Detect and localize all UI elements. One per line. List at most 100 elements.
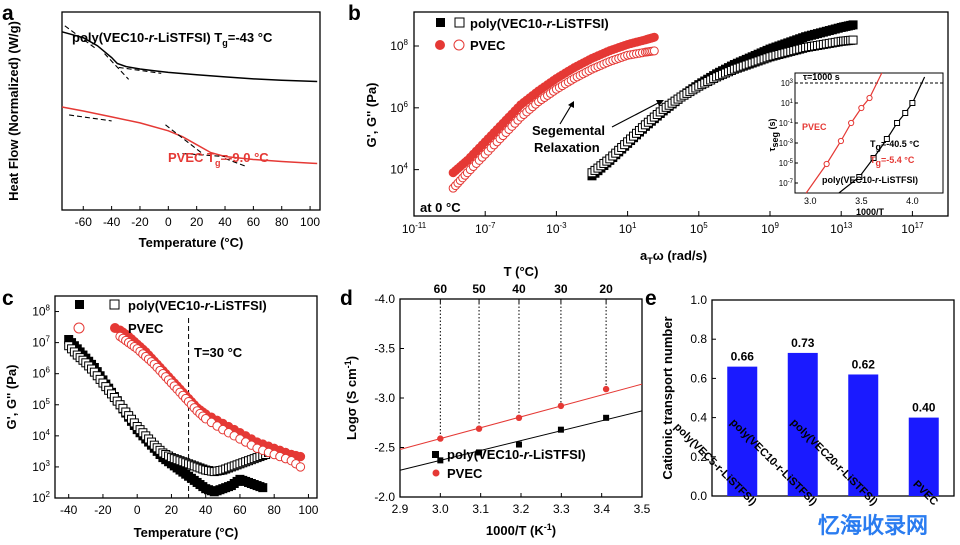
chart-d-top-tick-label: 20 [599,282,613,296]
legend-marker-poly [432,451,439,458]
chart-b-point [649,32,659,42]
inset-xlabel: 1000/T [856,207,885,217]
watermark: 忆海收录网 [818,513,928,538]
chart-a-tangent-line [118,66,162,74]
inset-point-pvec [837,137,845,145]
inset-ylabel: τseg (s) [767,118,780,151]
chart-a-tangent-line [104,53,130,80]
legend-marker-poly-open [109,299,120,310]
chart-d-xtick-label: 3.1 [472,502,489,516]
chart-c-xtick-label: -20 [94,503,112,517]
chart-e-bar-label: 0.66 [731,350,755,364]
inset-point-poly [870,155,877,161]
inset-ytick-label: 10-1 [779,119,794,128]
chart-e-bar-label: 0.73 [791,336,815,350]
chart-d-top-tick-label: 50 [472,282,486,296]
legend-marker-pvec [432,469,440,477]
chart-c-ylabel: G', G'' (Pa) [4,365,19,430]
arrow-head-left [568,101,574,108]
chart-d-point-poly [437,457,444,464]
chart-b-ytick-label: 108 [390,38,408,53]
chart-b-point [848,20,858,30]
inset-ytick-label: 103 [781,79,794,88]
inset-point-pvec [866,94,873,102]
inset-xtick-label: 3.0 [804,196,817,206]
inset-tau-label: τ=1000 s [803,72,840,82]
chart-b-legend-pvec: PVEC [470,38,506,53]
chart-b-xtick-label: 10-11 [402,221,427,236]
chart-d-xtick-label: 3.0 [432,502,449,516]
chart-a-xtick-label: 80 [275,215,289,229]
chart-e-bar [848,374,879,496]
legend-marker-poly-open [454,17,465,28]
chart-c-xtick-label: 40 [199,503,213,517]
chart-d-ytick-label: -2.5 [374,441,395,455]
chart-c-ytick-label: 102 [32,490,50,505]
inset-point-poly [883,136,890,142]
chart-d-xtick-label: 2.9 [392,502,409,516]
chart-a-xtick-label: -20 [131,215,149,229]
chart-a-tangent-line [165,124,205,155]
panel-label-c: c [2,287,14,310]
chart-e-ytick-label: 0.4 [690,411,707,425]
inset-ytick-label: 101 [781,99,794,108]
inset-red-tg: Tg=-5.4 °C [870,155,915,168]
chart-b-relaxation-label: Relaxation [534,140,600,155]
arrow-segmental-right [611,101,661,128]
chart-e-ytick-label: 0.8 [690,332,707,346]
chart-d-xtick-label: 3.3 [553,502,570,516]
chart-d-ylabel: Logσ (S cm-1) [343,356,359,440]
chart-a-xlabel: Temperature (°C) [139,235,244,250]
chart-a-xtick-label: 0 [165,215,172,229]
chart-d-point-pvec [475,425,483,432]
chart-c-xtick-label: 20 [165,503,179,517]
chart-d-ytick-label: -3.5 [374,342,395,356]
chart-c-ytick-label: 103 [32,459,50,474]
chart-e-bar [908,417,939,496]
chart-d-point-pvec [602,385,610,393]
chart-c-xlabel: Temperature (°C) [134,525,239,540]
inset-ytick-label: 10-5 [779,159,794,168]
chart-d-ytick-label: -4.0 [374,292,395,306]
legend-marker-poly-filled [436,18,445,27]
chart-c-vline-label: T=30 °C [194,345,243,360]
chart-c-point [295,462,306,472]
chart-d-legend: poly(VEC10-r-LiSTFSI) PVEC [432,447,586,481]
inset-pvec-label: PVEC [802,122,827,132]
chart-d-ytick-label: -3.0 [374,391,395,405]
chart-d-point-poly [557,426,564,433]
legend-marker-pvec-open [453,39,465,51]
chart-a-tangent-line [182,153,226,158]
chart-a-ylabel: Heat Flow (Normalized) (W/g) [6,21,21,201]
chart-c-legend-poly: poly(VEC10-r-LiSTFSI) [128,298,267,313]
chart-a-series-poly [61,31,318,83]
chart-d-point-pvec [515,414,523,421]
chart-d-xtick-label: 3.4 [593,502,610,516]
chart-c-ytick-label: 108 [32,304,50,319]
chart-b-xlabel: aTω (rad/s) [640,248,707,266]
chart-d-legend-pvec: PVEC [447,466,483,481]
legend-marker-pvec-open [73,322,85,334]
chart-e: 0.00.20.40.60.81.0 0.66poly(VEC5-r-LiSTF… [660,293,955,508]
chart-d-xtick-label: 3.5 [634,502,651,516]
chart-d-point-pvec [557,402,565,410]
chart-b-xtick-label: 10-7 [475,221,496,236]
chart-b-xtick-label: 1013 [830,221,853,236]
inset-point-poly [909,100,916,106]
chart-b-legend: poly(VEC10-r-LiSTFSI) PVEC [435,16,609,53]
inset-xtick-label: 4.0 [906,196,919,206]
inset-ytick-label: 10-3 [779,139,794,148]
chart-c-xtick-label: -40 [60,503,78,517]
chart-c: -40 -20 0 20 40 60 80 100102103104105106107108 … [4,295,319,540]
chart-d-xtick-label: 3.2 [513,502,530,516]
chart-d-point-poly [476,449,483,456]
inset-point-pvec [858,104,865,112]
chart-a-red-annotation: PVEC Tg=-9.0 °C [168,150,269,168]
chart-d: 2.9 3.0 3.1 3.2 3.3 3.4 3.5 -2.0 -2.5 -3.0 -3.5 -4.… [343,264,651,538]
chart-d-legend-poly: poly(VEC10-r-LiSTFSI) [447,447,586,462]
chart-e-ytick-label: 1.0 [690,293,707,307]
inset-xtick-label: 3.5 [855,196,868,206]
chart-d-point-poly [603,414,610,421]
chart-c-xtick-label: 100 [298,503,318,517]
